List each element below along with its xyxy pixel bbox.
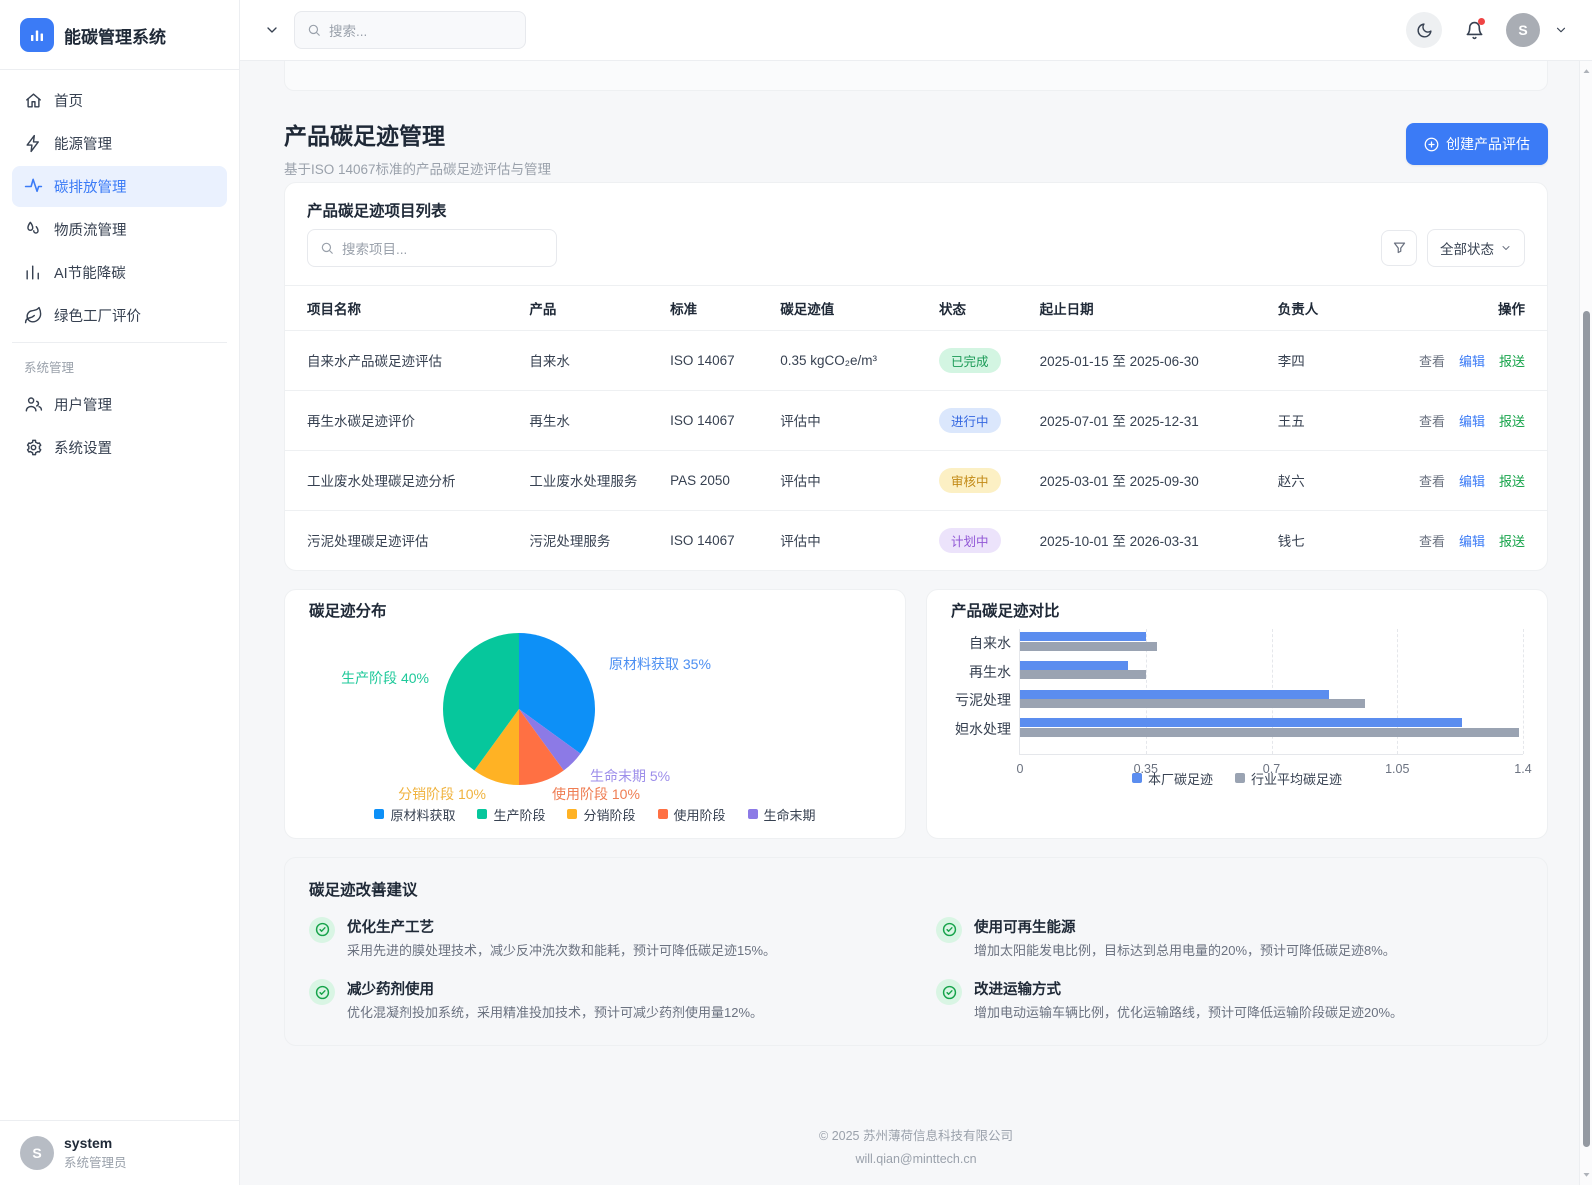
svg-text:使用阶段 10%: 使用阶段 10%: [552, 786, 640, 801]
svg-text:生产阶段 40%: 生产阶段 40%: [341, 670, 429, 686]
svg-text:原材料获取 35%: 原材料获取 35%: [609, 656, 711, 672]
svg-text:分销阶段 10%: 分销阶段 10%: [398, 786, 486, 801]
svg-text:生命末期 5%: 生命末期 5%: [590, 768, 670, 784]
